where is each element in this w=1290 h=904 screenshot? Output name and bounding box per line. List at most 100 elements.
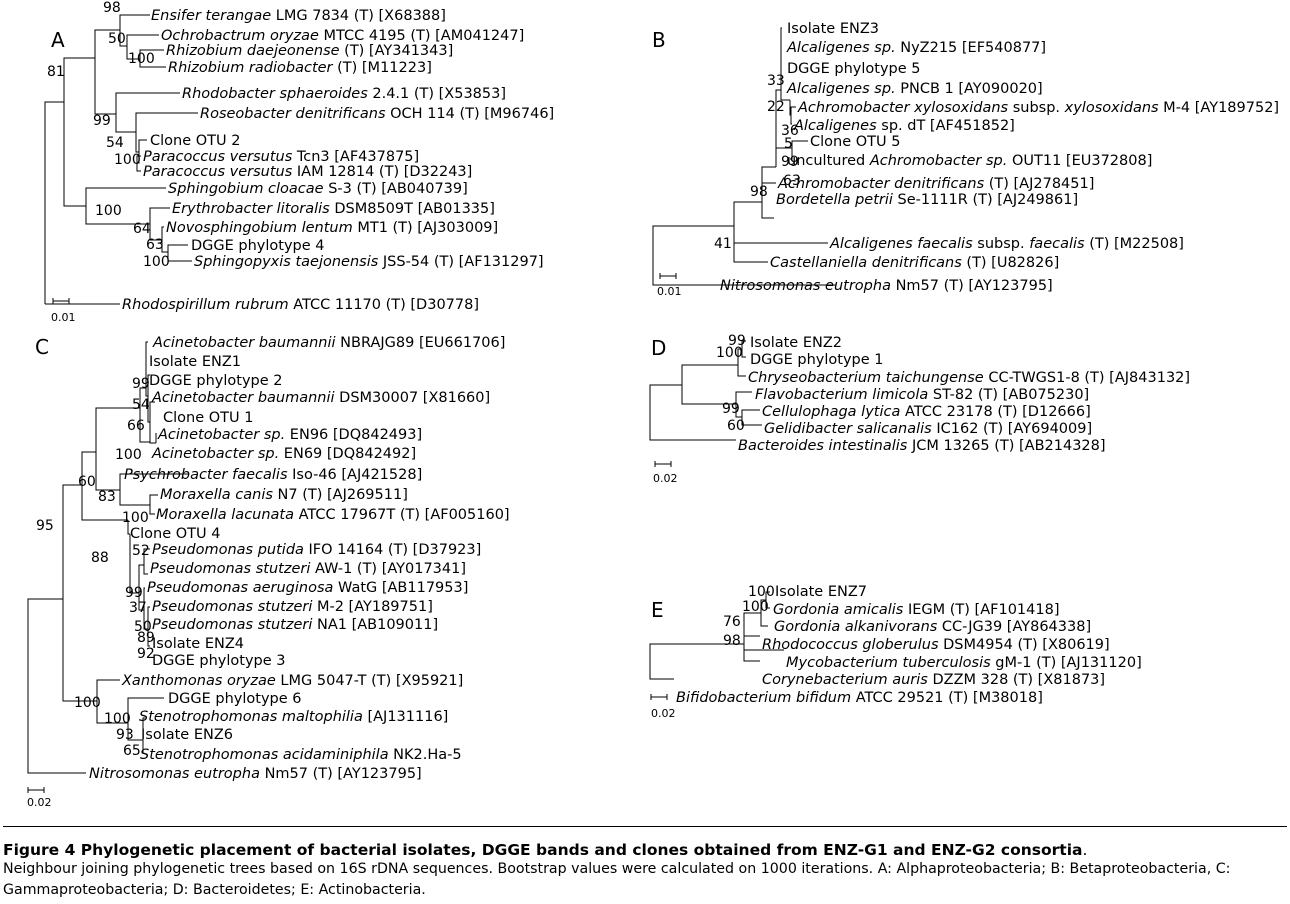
taxon-labels-a: Ensifer terangae LMG 7834 (T) [X68388] O… [122, 8, 559, 313]
taxon-species-name: Novosphingobium lentum [166, 220, 353, 236]
taxon-strain: CC-JG39 [AY864338] [937, 619, 1091, 635]
taxon-strain: subsp. [973, 236, 1030, 252]
panel-letter-a: A [51, 28, 65, 52]
taxon-species-name: Bifidobacterium bifidum [676, 690, 851, 706]
taxon-species-name: Acinetobacter sp. [157, 427, 285, 443]
bootstrap-value: 5 [784, 136, 793, 152]
taxon-strain: CC-TWGS1-8 (T) [AJ843132] [984, 370, 1190, 386]
bootstrap-value: 100 [95, 203, 122, 219]
taxon-strain: ATCC 23178 (T) [D12666] [900, 404, 1090, 420]
taxon-strain: LMG 7834 (T) [X68388] [271, 8, 446, 24]
tree-branches-a [44, 14, 198, 305]
taxon-strain: [AJ131116] [363, 709, 448, 725]
taxon-strain: JCM 13265 (T) [AB214328] [907, 438, 1105, 454]
taxon-label: uncultured [787, 153, 870, 169]
taxon-species-name: Rhodospirillum rubrum [122, 297, 289, 313]
taxon-species-name: Bacteroides intestinalis [738, 438, 908, 454]
bootstrap-value: 50 [108, 31, 126, 47]
taxon-label: Clone OTU 5 [810, 134, 900, 150]
bootstrap-values-e: 100 100 76 98 [723, 584, 779, 649]
taxon-strain: (T) [M22508] [1085, 236, 1184, 252]
bootstrap-value: 99 [125, 585, 143, 601]
taxon-strain: NyZ215 [EF540877] [896, 40, 1046, 56]
bootstrap-value: 100 [122, 510, 149, 526]
taxon-species-name: Paracoccus versutus [143, 164, 293, 180]
taxon-label: Isolate ENZ6 [141, 727, 233, 743]
taxon-species-name: Moraxella canis [160, 487, 273, 503]
taxon-species-name: Nitrosomonas eutropha [720, 278, 891, 294]
bootstrap-value: 63 [146, 237, 164, 253]
taxon-species-name: Roseobacter denitrificans [200, 106, 386, 122]
taxon-species-name: Pseudomonas stutzeri [152, 599, 312, 615]
bootstrap-value: 65 [123, 743, 141, 759]
taxon-label: Isolate ENZ4 [152, 636, 244, 652]
taxon-subspecies-name: faecalis [1029, 236, 1085, 252]
taxon-strain: DSM4954 (T) [X80619] [939, 637, 1110, 653]
bootstrap-value: 36 [781, 123, 799, 139]
taxon-species-name: Stenotrophomonas acidaminiphila [140, 747, 389, 763]
tree-branches-d [649, 340, 762, 467]
bootstrap-value: 41 [714, 236, 732, 252]
bootstrap-value: 50 [134, 619, 152, 635]
bootstrap-value: 60 [78, 474, 96, 490]
taxon-strain: IEGM (T) [AF101418] [903, 602, 1059, 618]
tree-branches-e [649, 591, 784, 700]
taxon-species-name: Acinetobacter baumannii [152, 335, 336, 351]
tree-panel-b: B 33 22 36 5 99 [652, 21, 1280, 298]
bootstrap-value: 99 [781, 154, 799, 170]
taxon-species-name: Sphingopyxis taejonensis [194, 254, 379, 270]
bootstrap-values-a: 98 50 100 81 99 54 100 100 64 63 100 [47, 0, 170, 270]
taxon-strain: PNCB 1 [AY090020] [896, 81, 1043, 97]
bootstrap-value: 64 [133, 221, 151, 237]
taxon-species-name: Flavobacterium limicola [755, 387, 928, 403]
bootstrap-value: 100 [128, 51, 155, 67]
bootstrap-value: 98 [723, 633, 741, 649]
taxon-strain: (T) [AY341343] [340, 43, 454, 59]
taxon-strain: Iso-46 [AJ421528] [288, 467, 423, 483]
taxon-label: Isolate ENZ7 [775, 584, 867, 600]
taxon-strain: subsp. [1008, 100, 1065, 116]
taxon-strain: MT1 (T) [AJ303009] [353, 220, 498, 236]
taxon-strain: WatG [AB117953] [333, 580, 468, 596]
phylogenetic-trees: A [27, 0, 1280, 809]
taxon-species-name: Gordonia alkanivorans [774, 619, 938, 635]
taxon-strain: EN69 [DQ842492] [279, 446, 416, 462]
taxon-species-name: Ochrobactrum oryzae [161, 28, 319, 44]
taxon-strain: Tcn3 [AF437875] [292, 149, 419, 165]
taxon-strain: AW-1 (T) [AY017341] [310, 561, 466, 577]
taxon-strain: M-2 [AY189751] [312, 599, 433, 615]
taxon-strain: Nm57 (T) [AY123795] [891, 278, 1053, 294]
taxon-strain: IC162 (T) [AY694009] [932, 421, 1092, 437]
taxon-species-name: Sphingobium cloacae [168, 181, 324, 197]
taxon-strain: M-4 [AY189752] [1159, 100, 1280, 116]
taxon-strain: (T) [M11223] [333, 60, 432, 76]
bootstrap-value: 66 [127, 418, 145, 434]
taxon-strain: OCH 114 (T) [M96746] [386, 106, 555, 122]
bootstrap-value: 100 [115, 447, 142, 463]
scale-bar-label-c: 0.02 [27, 796, 52, 809]
taxon-label: Clone OTU 4 [130, 526, 220, 542]
taxon-strain: gM-1 (T) [AJ131120] [991, 655, 1142, 671]
taxon-species-name: Psychrobacter faecalis [124, 467, 288, 483]
taxon-species-name: Stenotrophomonas maltophilia [139, 709, 363, 725]
taxon-species-name: Erythrobacter litoralis [172, 201, 330, 217]
taxon-strain: OUT11 [EU372808] [1007, 153, 1152, 169]
taxon-species-name: Rhodococcus globerulus [762, 637, 939, 653]
taxon-species-name: Chryseobacterium taichungense [748, 370, 984, 386]
taxon-species-name: Alcaligenes faecalis [829, 236, 973, 252]
bootstrap-value: 83 [98, 489, 116, 505]
taxon-strain: DZZM 328 (T) [X81873] [928, 672, 1105, 688]
bootstrap-value: 100 [716, 345, 743, 361]
taxon-labels-c: Acinetobacter baumannii NBRAJG89 [EU6617… [89, 335, 514, 782]
taxon-species-name: Gordonia amicalis [773, 602, 904, 618]
taxon-species-name: Paracoccus versutus [143, 149, 293, 165]
taxon-label: DGGE phylotype 5 [787, 61, 921, 77]
bootstrap-value: 92 [137, 646, 155, 662]
taxon-label: Isolate ENZ1 [149, 354, 241, 370]
bootstrap-value: 60 [727, 418, 745, 434]
taxon-species-name: Nitrosomonas eutropha [89, 766, 260, 782]
scale-bar-label-a: 0.01 [51, 311, 76, 324]
panel-letter-d: D [651, 336, 666, 360]
bootstrap-value: 54 [106, 135, 124, 151]
taxon-species-name: Rhizobium daejeonense [166, 43, 340, 59]
